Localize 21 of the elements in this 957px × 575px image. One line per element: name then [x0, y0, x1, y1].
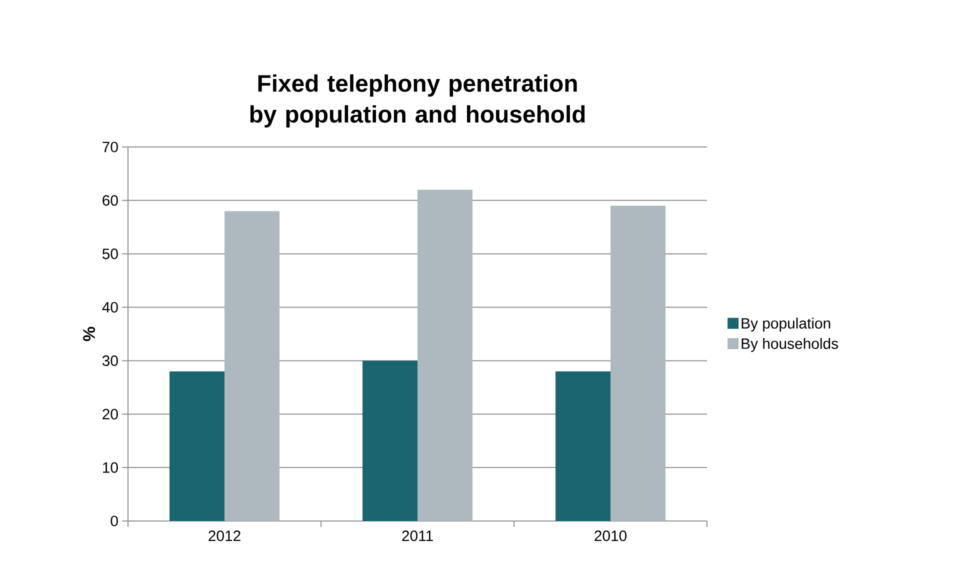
- bar: [224, 211, 280, 521]
- y-axis-title: %: [83, 326, 96, 342]
- y-tick-label: 10: [103, 462, 118, 473]
- bar: [418, 190, 473, 521]
- x-tick-label: 2012: [208, 530, 240, 542]
- y-tick-label: 50: [102, 248, 118, 260]
- y-tick-label: 30: [102, 355, 118, 366]
- chart-title: Fixed telephony penetration by population and household: [250, 74, 585, 128]
- y-tick-label: 0: [110, 516, 118, 526]
- bar: [170, 371, 225, 521]
- x-tick-label: 2011: [402, 530, 433, 542]
- y-tick-label: 40: [102, 302, 118, 313]
- y-tick-label: 60: [102, 195, 118, 206]
- bar: [610, 206, 666, 521]
- x-tick-label: 2010: [594, 530, 627, 542]
- legend-label: By population: [742, 318, 830, 332]
- y-tick-label: 20: [102, 408, 118, 420]
- bar: [556, 371, 611, 521]
- bar: [362, 360, 418, 521]
- legend-label: By households: [742, 338, 838, 352]
- y-tick-label: 70: [102, 142, 118, 152]
